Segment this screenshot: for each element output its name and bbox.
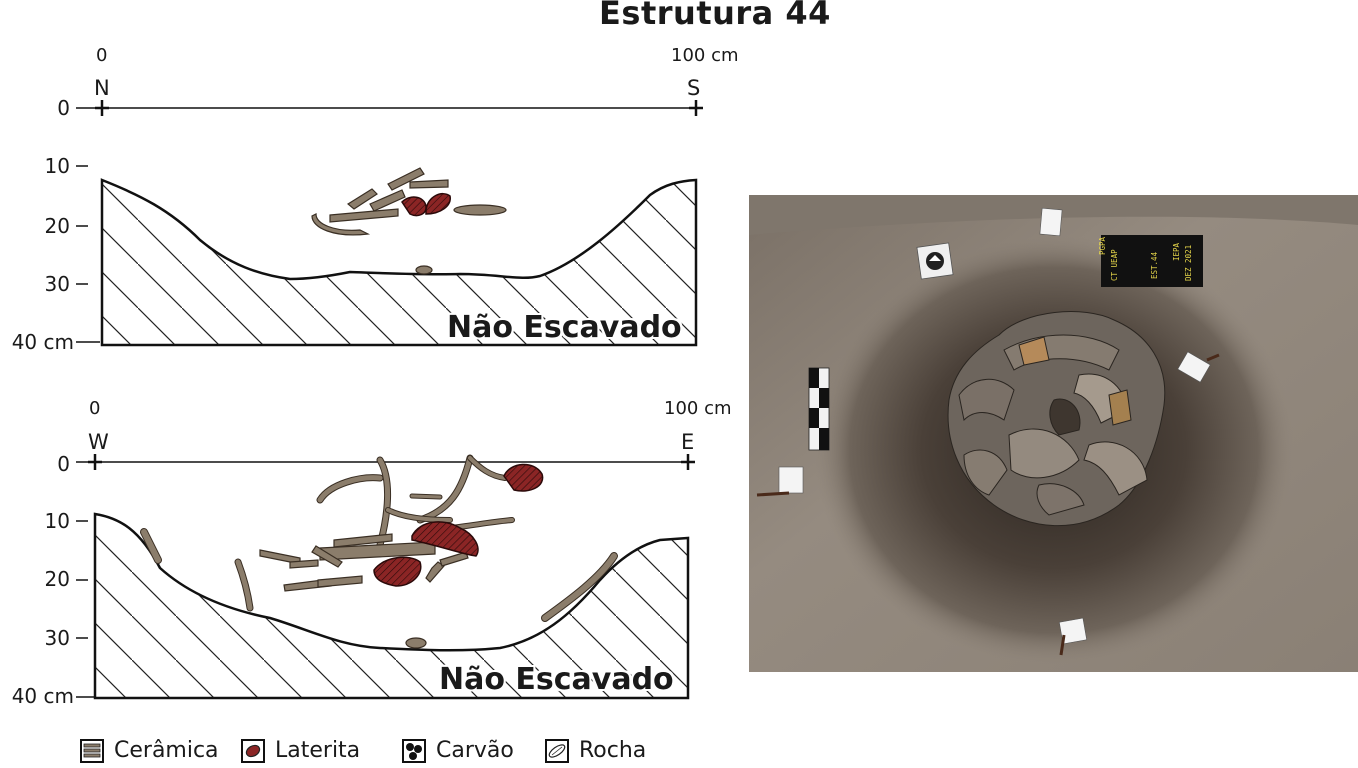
- legend-item-rock: Rocha: [545, 738, 646, 763]
- bottom-tick-30: 30: [44, 626, 70, 650]
- legend-label-rock: Rocha: [579, 738, 647, 763]
- photo-scale-bar: [808, 367, 830, 451]
- legend-item-charcoal: Carvão: [402, 738, 514, 763]
- top-tick-30: 30: [44, 272, 70, 296]
- charcoal-swatch-icon: [402, 738, 426, 763]
- board-line-1: PGPA: [1098, 236, 1107, 255]
- photo-info-board: PGPA CT UEAP EST.44 IEPA DEZ 2021: [1098, 235, 1203, 287]
- legend-label-laterite: Laterita: [275, 738, 361, 763]
- top-tick-20: 20: [44, 214, 70, 238]
- profile-drawings: [76, 100, 703, 700]
- legend-label-ceramic: Cerâmica: [114, 738, 219, 763]
- top-scale-end: 100 cm: [671, 45, 739, 66]
- top-tick-40: 40 cm: [11, 330, 74, 354]
- board-line-3: EST.44: [1150, 251, 1159, 279]
- board-line-5: DEZ 2021: [1184, 245, 1193, 281]
- top-profile: [76, 100, 703, 347]
- top-unexcavated-label: Não Escavado: [447, 310, 682, 345]
- ceramic-swatch-icon: [80, 738, 104, 763]
- legend-item-ceramic: Cerâmica: [80, 738, 219, 763]
- legend-label-charcoal: Carvão: [436, 738, 514, 763]
- bottom-tick-10: 10: [44, 509, 70, 533]
- top-tick-10: 10: [44, 154, 70, 178]
- bottom-dir-right: E: [681, 430, 695, 454]
- legend-item-laterite: Laterita: [241, 738, 360, 763]
- figure-title: Estrutura 44: [599, 0, 831, 32]
- board-line-2: CT UEAP: [1110, 249, 1119, 281]
- rock-swatch-icon: [545, 738, 569, 763]
- bottom-unexcavated-label: Não Escavado: [439, 662, 674, 697]
- bottom-tick-40: 40 cm: [11, 684, 74, 708]
- excavation-photo: PGPA CT UEAP EST.44 IEPA DEZ 2021: [749, 195, 1358, 672]
- bottom-tick-20: 20: [44, 567, 70, 591]
- top-scale-start: 0: [96, 45, 108, 66]
- bottom-tick-0: 0: [57, 452, 70, 476]
- laterite-swatch-icon: [241, 738, 265, 763]
- board-line-4: IEPA: [1172, 242, 1181, 261]
- bottom-profile: [76, 454, 695, 700]
- bottom-dir-left: W: [88, 430, 109, 454]
- top-dir-right: S: [687, 76, 701, 100]
- top-dir-left: N: [94, 76, 110, 100]
- bottom-scale-end: 100 cm: [664, 398, 732, 419]
- bottom-scale-start: 0: [89, 398, 101, 419]
- top-tick-0: 0: [57, 96, 70, 120]
